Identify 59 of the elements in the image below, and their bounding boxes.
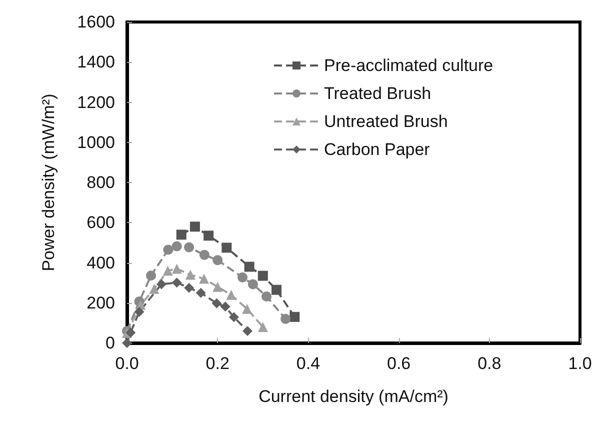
x-tick-label: 0.4 [296,354,320,373]
point [242,304,252,314]
point [248,279,258,290]
point [176,230,186,240]
point [226,290,236,300]
point [271,284,282,295]
point [126,328,136,338]
y-tick-label: 0 [106,334,115,352]
point [238,272,248,282]
point [134,306,144,317]
point [156,279,166,290]
point [212,298,222,308]
point [122,338,132,348]
legend-label: Untreated Brush [324,112,448,131]
point [220,302,230,312]
point [222,242,232,253]
point [190,222,200,232]
point [212,255,223,266]
point [258,322,268,332]
point [149,284,160,294]
point [172,264,182,274]
point [146,270,156,281]
point [184,282,194,293]
point [184,242,194,252]
point [163,244,174,255]
y-tick-label: 600 [86,213,115,232]
point [162,266,173,276]
y-tick-label: 400 [86,253,115,272]
point [172,278,182,288]
x-tick-label: 0.8 [478,354,502,373]
y-tick-label: 800 [86,173,115,192]
y-axis-title: Power density (mW/m²) [39,94,58,272]
y-tick-label: 200 [86,293,115,312]
x-axis-title: Current density (mA/cm²) [258,387,448,406]
point [199,274,210,284]
point [199,250,210,260]
point [196,288,206,298]
point [244,262,254,272]
y-tick-label: 1600 [77,12,115,32]
point [185,270,196,280]
x-tick-label: 0.0 [115,354,139,373]
point [212,282,223,292]
point [258,270,268,281]
x-tick-label: 0.2 [206,354,230,373]
y-tick-label: 1400 [77,52,115,72]
point [204,230,214,241]
point [280,314,291,324]
point [290,312,300,322]
point [242,326,252,336]
y-tick-label: 1000 [77,132,115,152]
point [172,241,182,252]
y-tick-label: 1200 [77,92,115,112]
legend-label: Pre-acclimated culture [324,56,494,75]
point [228,312,239,322]
legend-label: Carbon Paper [324,140,430,159]
point [262,291,272,302]
x-tick-label: 1.0 [568,354,592,373]
legend-label: Treated Brush [324,84,432,103]
x-tick-label: 0.6 [386,354,411,373]
